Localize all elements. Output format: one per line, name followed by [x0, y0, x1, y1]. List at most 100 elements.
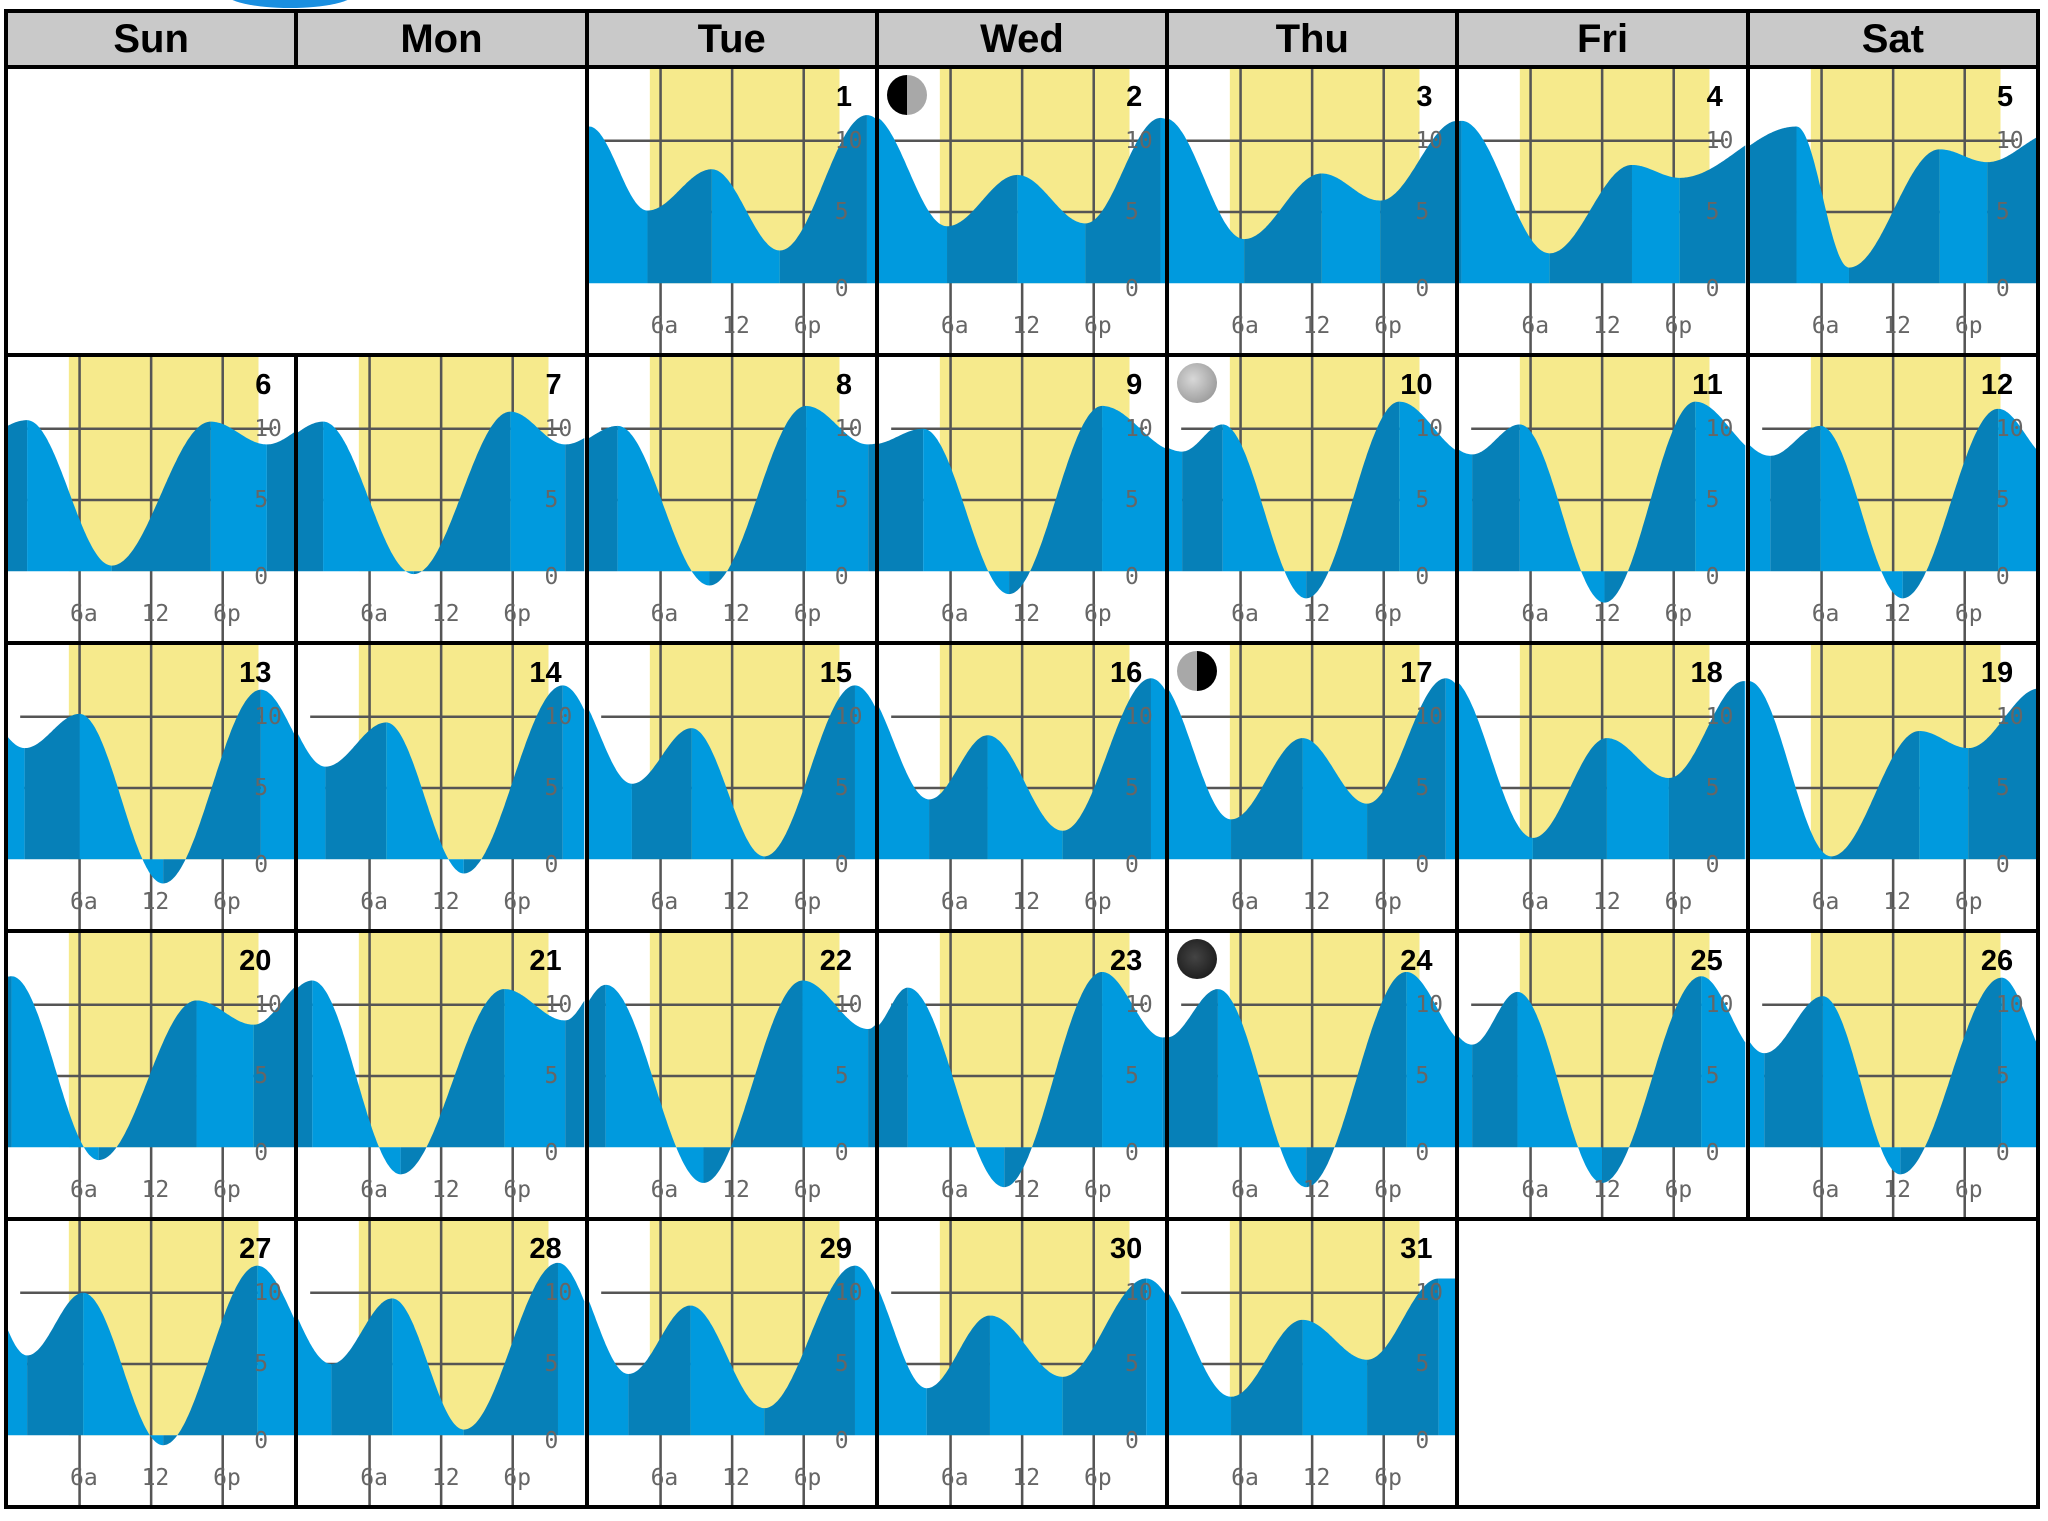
height-tick-label: 0	[1995, 564, 2010, 591]
day-cell[interactable]: 21 10 5 0 6a 12 6p	[298, 933, 585, 1217]
falling-tide-area	[1919, 730, 1968, 860]
falling-tide-area	[312, 980, 401, 1175]
height-tick-label: 10	[1125, 703, 1153, 730]
rising-tide-area	[1367, 1278, 1439, 1436]
height-tick-label: 0	[1415, 1428, 1430, 1455]
rising-tide-area	[878, 428, 924, 572]
day-cell[interactable]: 18 10 5 0 6a 12 6p	[1459, 645, 1746, 929]
rising-tide-area	[1367, 678, 1446, 860]
falling-tide-area	[27, 420, 112, 572]
day-cell[interactable]: 10 10 5 0 6a 12 6p	[1169, 357, 1456, 641]
day-cell[interactable]: 26 10 5 0 6a 12 6p	[1749, 933, 2036, 1217]
falling-tide-area	[1749, 445, 1771, 572]
falling-tide-area	[878, 118, 947, 284]
falling-tide-area	[987, 735, 1063, 860]
falling-tide-area	[8, 737, 25, 860]
hour-tick-label: 6a	[650, 1465, 679, 1492]
day-cell[interactable]: 20 10 5 0 6a 12 6p	[8, 933, 295, 1217]
falling-tide-area	[1459, 683, 1534, 860]
rising-tide-area	[926, 1315, 990, 1436]
day-cell[interactable]: 29 10 5 0 6a 12 6p	[588, 1221, 875, 1505]
day-cell[interactable]: 31 10 5 0 6a 12 6p	[1169, 1221, 1456, 1505]
falling-tide-area	[1101, 971, 1163, 1148]
rising-tide-area	[588, 425, 618, 572]
hour-tick-label: 6a	[940, 1177, 969, 1204]
day-cell[interactable]: 25 10 5 0 6a 12 6p	[1459, 933, 1746, 1217]
rising-tide-area	[565, 438, 585, 572]
day-cell[interactable]: 13 10 5 0 6a 12 6p	[8, 645, 295, 929]
falling-tide-area	[1459, 449, 1473, 572]
falling-tide-area	[1169, 119, 1245, 284]
rising-tide-area	[647, 169, 712, 284]
weekday-header-tue: Tue	[588, 13, 875, 65]
falling-tide-area	[1820, 425, 1903, 599]
day-cell[interactable]: 4 10 5 0 6a 12 6p	[1459, 69, 1746, 353]
hour-tick-label: 6p	[1664, 889, 1693, 916]
rising-tide-area	[163, 689, 261, 884]
day-cell[interactable]: 27 10 5 0 6a 12 6p	[8, 1221, 295, 1505]
hour-tick-label: 12	[1302, 889, 1331, 916]
rising-tide-area	[1830, 730, 1920, 860]
day-number: 6	[255, 369, 272, 401]
day-cell[interactable]: 24 10 5 0 6a 12 6p	[1169, 933, 1456, 1217]
day-cell[interactable]: 30 10 5 0 6a 12 6p	[878, 1221, 1166, 1505]
rising-tide-area	[325, 722, 387, 860]
falling-tide-area	[689, 1305, 764, 1436]
day-cell[interactable]: 11 10 5 0 6a 12 6p	[1459, 357, 1746, 641]
falling-tide-area	[1744, 681, 1746, 860]
hour-tick-label: 6a	[360, 601, 388, 628]
falling-tide-area	[1632, 164, 1681, 284]
height-tick-label: 0	[254, 564, 269, 591]
day-cell[interactable]: 6 10 5 0 6a 12 6p	[8, 357, 295, 641]
falling-tide-area	[563, 685, 585, 860]
day-cell[interactable]: 17 10 5 0 6a 12 6p	[1169, 645, 1456, 929]
day-cell[interactable]: 2 10 5 0 6a 12 6p	[878, 69, 1166, 353]
day-number: 17	[1400, 657, 1433, 689]
day-cell[interactable]: 7 10 5 0 6a 12 6p	[298, 357, 585, 641]
hour-tick-label: 6p	[1374, 1465, 1402, 1492]
falling-tide-area	[210, 421, 267, 572]
height-tick-label: 0	[544, 852, 559, 879]
day-cell[interactable]: 5 10 5 0 6a 12 6p	[1749, 69, 2036, 353]
rising-tide-area	[1602, 976, 1702, 1183]
day-cell[interactable]: 3 10 5 0 6a 12 6p	[1169, 69, 1456, 353]
day-number: 26	[1980, 945, 2014, 977]
rising-tide-area	[1182, 424, 1223, 572]
rising-tide-area	[1380, 121, 1456, 284]
hour-tick-label: 12	[1302, 1177, 1331, 1204]
falling-tide-area	[298, 1318, 332, 1436]
hour-tick-label: 6p	[793, 889, 822, 916]
height-tick-label: 5	[1415, 1350, 1430, 1377]
height-tick-label: 10	[834, 703, 863, 730]
height-tick-label: 5	[544, 774, 559, 801]
falling-tide-area	[1169, 690, 1232, 860]
day-cell[interactable]: 1 10 5 0 6a 12 6p	[588, 69, 875, 353]
tide-chart	[878, 933, 1166, 1217]
day-cell[interactable]: 15 10 5 0 6a 12 6p	[588, 645, 875, 929]
day-cell[interactable]: 23 10 5 0 6a 12 6p	[878, 933, 1166, 1217]
day-cell[interactable]: 9 10 5 0 6a 12 6p	[878, 357, 1166, 641]
height-tick-label: 10	[1995, 991, 2024, 1018]
hour-tick-label: 6a	[650, 313, 679, 340]
height-tick-label: 10	[254, 991, 282, 1018]
height-tick-label: 5	[1125, 1062, 1139, 1089]
tide-chart	[588, 69, 875, 353]
day-cell[interactable]: 12 10 5 0 6a 12 6p	[1749, 357, 2036, 641]
hour-tick-label: 6a	[70, 1465, 98, 1492]
rising-tide-area	[779, 115, 867, 284]
hour-tick-label: 6p	[213, 1177, 241, 1204]
falling-tide-area	[558, 1262, 585, 1436]
hour-tick-label: 12	[1883, 313, 1911, 340]
falling-tide-area	[1302, 738, 1368, 860]
day-number: 29	[819, 1233, 852, 1265]
hour-tick-label: 6p	[1084, 313, 1112, 340]
day-cell[interactable]: 14 10 5 0 6a 12 6p	[298, 645, 585, 929]
day-cell[interactable]: 8 10 5 0 6a 12 6p	[588, 357, 875, 641]
day-cell[interactable]: 16 10 5 0 6a 12 6p	[878, 645, 1166, 929]
day-number: 7	[545, 369, 562, 401]
hour-tick-label: 12	[1012, 1177, 1041, 1204]
height-tick-label: 0	[834, 852, 849, 879]
day-cell[interactable]: 22 10 5 0 6a 12 6p	[588, 933, 875, 1217]
day-cell[interactable]: 28 10 5 0 6a 12 6p	[298, 1221, 585, 1505]
day-cell[interactable]: 19 10 5 0 6a 12 6p	[1749, 645, 2036, 929]
